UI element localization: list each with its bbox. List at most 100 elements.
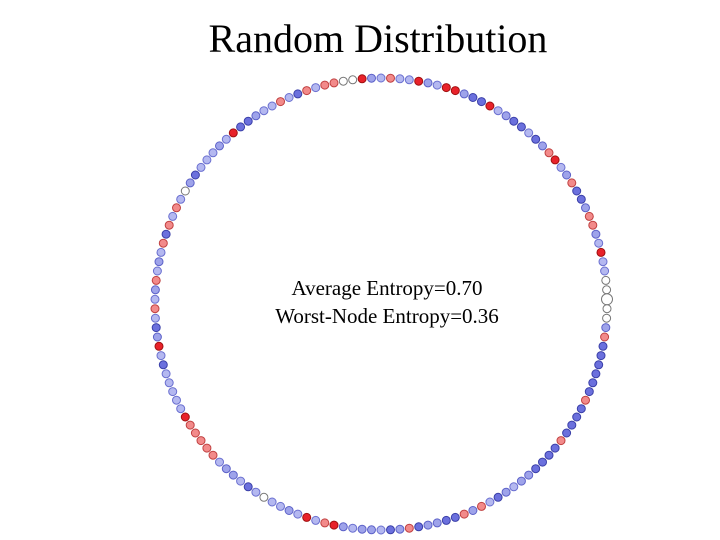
node <box>601 275 611 285</box>
node <box>161 369 171 379</box>
node <box>196 436 206 446</box>
node <box>414 522 424 532</box>
node <box>450 512 460 522</box>
node <box>386 73 395 83</box>
node <box>228 128 238 138</box>
node <box>576 404 586 414</box>
node <box>221 134 231 144</box>
node <box>185 420 195 430</box>
node <box>168 387 178 397</box>
node <box>293 509 303 519</box>
node-ring <box>150 73 613 535</box>
node <box>357 74 367 84</box>
node <box>477 97 486 107</box>
node <box>556 436 566 446</box>
node <box>501 111 511 121</box>
node <box>150 285 160 295</box>
node <box>584 211 594 221</box>
node <box>576 194 586 204</box>
node <box>259 106 269 116</box>
node <box>581 203 590 213</box>
node <box>172 203 181 213</box>
node <box>423 520 433 530</box>
node <box>338 522 348 532</box>
node <box>152 266 162 276</box>
node <box>208 450 218 460</box>
node <box>598 257 608 267</box>
node <box>161 229 171 239</box>
node <box>531 134 541 144</box>
node <box>584 387 594 397</box>
node <box>329 78 339 88</box>
node <box>215 141 224 151</box>
node <box>215 457 224 467</box>
node <box>538 141 547 151</box>
node <box>251 111 261 121</box>
node <box>485 497 495 507</box>
node <box>588 378 598 388</box>
node <box>376 525 386 535</box>
node <box>404 523 414 533</box>
node <box>567 178 577 188</box>
node <box>562 170 572 180</box>
node <box>158 238 168 248</box>
node <box>591 229 601 239</box>
node <box>556 162 566 172</box>
node <box>243 482 253 492</box>
node <box>596 351 606 361</box>
node <box>190 170 200 180</box>
node <box>284 506 294 515</box>
node <box>172 395 181 405</box>
node <box>524 470 534 480</box>
node <box>320 80 330 90</box>
node <box>594 360 604 370</box>
node <box>348 75 358 85</box>
node <box>259 492 269 502</box>
node <box>600 266 610 276</box>
node <box>386 525 395 535</box>
node <box>459 509 469 519</box>
node <box>550 443 560 453</box>
node <box>320 518 330 528</box>
node <box>441 83 451 93</box>
node <box>251 487 261 497</box>
node <box>594 238 604 248</box>
node <box>516 476 526 486</box>
node <box>176 404 186 414</box>
node <box>180 186 190 196</box>
node <box>236 122 246 132</box>
node <box>276 501 285 511</box>
node <box>581 395 590 405</box>
node <box>150 304 160 314</box>
node <box>150 294 160 304</box>
node <box>485 101 495 111</box>
node <box>501 487 511 497</box>
node <box>152 332 162 342</box>
node <box>221 464 231 474</box>
slide-title: Random Distribution <box>209 16 548 61</box>
node <box>591 369 601 379</box>
node <box>493 492 503 502</box>
node <box>602 285 612 295</box>
node <box>276 97 285 107</box>
node <box>600 332 610 342</box>
node <box>572 186 582 196</box>
node <box>468 506 478 515</box>
node <box>367 525 376 535</box>
node <box>588 220 598 230</box>
node <box>538 457 547 467</box>
node <box>154 257 164 267</box>
worst-entropy: Worst-Node Entropy=0.36 <box>275 304 499 328</box>
node <box>441 515 451 525</box>
node <box>228 470 238 480</box>
node <box>164 220 174 230</box>
node <box>562 428 572 438</box>
node <box>348 523 358 533</box>
node <box>432 80 442 90</box>
node <box>601 293 613 306</box>
node <box>596 247 606 257</box>
node <box>598 341 608 351</box>
node <box>395 524 405 534</box>
node <box>302 512 312 522</box>
